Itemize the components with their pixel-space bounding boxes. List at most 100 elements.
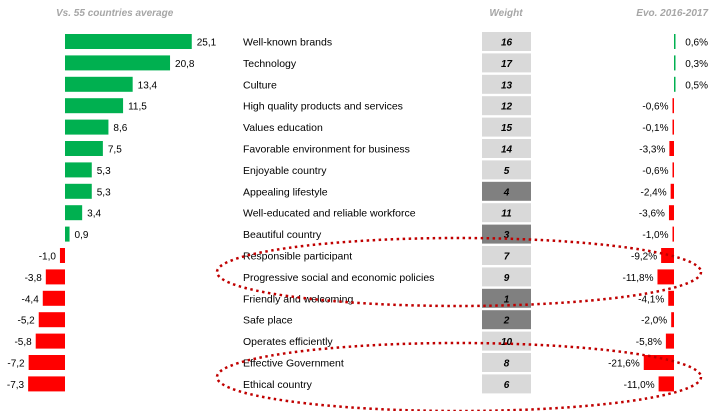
weight-value: 9 [504, 273, 510, 284]
left-bar [42, 290, 65, 306]
evo-value-label: -5,8% [636, 337, 662, 348]
evo-bar [674, 76, 676, 92]
left-value-label: 11,5 [128, 102, 147, 113]
evo-bar [672, 226, 674, 242]
weight-box [482, 310, 531, 330]
evo-bar [658, 376, 674, 392]
left-bar [65, 226, 70, 242]
weight-box [482, 331, 531, 351]
highlight-ellipse-responsible-progressive [215, 236, 703, 308]
evo-bar [668, 205, 674, 221]
left-value-label: -5,8 [14, 337, 32, 348]
evo-value-label: -3,6% [639, 209, 665, 220]
left-value-label: 25,1 [197, 38, 217, 49]
left-value-label: 8,6 [113, 123, 127, 134]
evo-bar [669, 141, 674, 156]
left-chart-header: Vs. 55 countries average [56, 8, 174, 19]
category-label: Effective Government [243, 358, 344, 370]
evo-value-label: -2,4% [641, 187, 667, 198]
left-value-label: 20,8 [175, 59, 195, 70]
evo-bar [672, 119, 674, 135]
weight-value: 15 [501, 123, 513, 134]
left-bar [28, 376, 65, 392]
category-label: Safe place [243, 315, 293, 327]
weight-value: 14 [501, 145, 513, 156]
evo-value-label: -21,6% [608, 359, 640, 370]
weight-box [482, 267, 531, 287]
left-bar [38, 312, 65, 328]
evo-bar [665, 333, 674, 349]
left-bar [65, 119, 109, 135]
evo-bar [643, 355, 674, 370]
left-value-label: 0,9 [75, 230, 89, 241]
weight-box [482, 374, 531, 394]
left-bar [65, 55, 171, 71]
evo-bar [672, 162, 674, 178]
weight-box [482, 288, 531, 308]
left-value-label: 13,4 [138, 80, 158, 91]
weight-box [482, 353, 531, 372]
evo-value-label: 0,6% [685, 38, 708, 49]
category-label: Friendly and welcoming [243, 293, 353, 305]
weight-value: 4 [503, 187, 510, 198]
category-label: Well-educated and reliable workforce [243, 208, 416, 220]
left-bar [59, 248, 65, 263]
evo-bar [657, 269, 674, 285]
category-label: Responsible participant [243, 251, 352, 263]
chart-rows: 25,1 Well-known brands 16 0,6%20,8 Technolog… [7, 32, 708, 394]
weight-value: 12 [501, 102, 513, 113]
category-label: Well-known brands [243, 37, 332, 49]
category-label: Beautiful country [243, 229, 322, 241]
evo-value-label: -2,0% [641, 316, 667, 327]
weight-value: 5 [504, 166, 510, 177]
category-label: Progressive social and economic policies [243, 272, 434, 284]
evo-value-label: -0,1% [642, 123, 668, 134]
evo-value-label: -11,0% [624, 380, 655, 391]
evo-value-label: -0,6% [642, 102, 668, 113]
evo-value-label: -4,1% [638, 294, 664, 305]
left-value-label: -3,8 [25, 273, 43, 284]
evo-bar [671, 312, 674, 328]
category-label: High quality products and services [243, 101, 403, 113]
weight-box [482, 53, 531, 73]
left-bar [65, 98, 124, 114]
left-bar [65, 183, 92, 199]
left-value-label: 3,4 [87, 209, 101, 220]
evo-value-label: 0,3% [685, 59, 708, 70]
category-label: Operates efficiently [243, 336, 333, 348]
left-value-label: 7,5 [108, 145, 122, 156]
evo-header: Evo. 2016-2017 [636, 8, 708, 19]
left-bar [65, 205, 83, 221]
weight-value: 3 [504, 230, 510, 241]
left-bar [45, 269, 65, 285]
weight-box [482, 203, 531, 223]
evo-value-label: -0,6% [642, 166, 668, 177]
left-bar [35, 333, 65, 349]
evo-value-label: 0,5% [685, 80, 708, 91]
left-bar [65, 76, 133, 92]
category-label: Ethical country [243, 379, 313, 391]
weight-box [482, 139, 531, 158]
left-bar [65, 141, 103, 156]
weight-box [482, 74, 531, 94]
evo-bar [670, 183, 674, 199]
evo-bar [672, 98, 674, 114]
category-label: Favorable environment for business [243, 144, 410, 156]
left-value-label: -5,2 [18, 316, 36, 327]
weight-value: 8 [504, 359, 510, 370]
weight-value: 11 [501, 209, 512, 220]
weight-value: 2 [503, 316, 510, 327]
left-value-label: -7,2 [7, 359, 25, 370]
weight-box [482, 246, 531, 265]
weight-box [482, 160, 531, 180]
weight-header: Weight [489, 8, 523, 19]
left-bar [28, 355, 65, 370]
weight-value: 13 [501, 80, 513, 91]
weight-box [482, 181, 531, 201]
left-value-label: -4,4 [22, 294, 40, 305]
left-value-label: -7,3 [7, 380, 25, 391]
highlight-ellipse-government-ethical [215, 341, 703, 411]
category-label: Appealing lifestyle [243, 186, 328, 198]
weight-value: 6 [504, 380, 510, 391]
